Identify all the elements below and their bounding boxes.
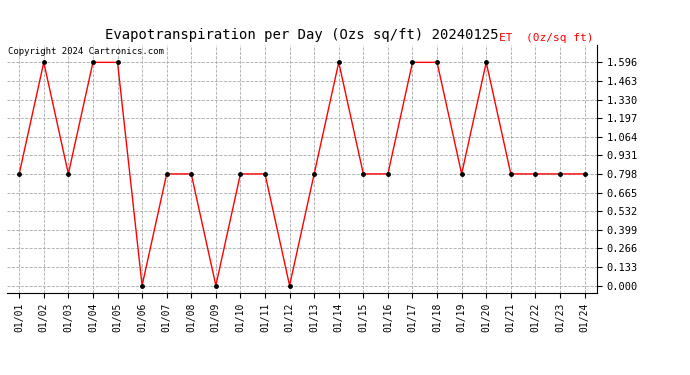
Text: ET  (0z/sq ft): ET (0z/sq ft)	[500, 33, 594, 42]
Text: Copyright 2024 Cartronics.com: Copyright 2024 Cartronics.com	[8, 48, 164, 57]
Title: Evapotranspiration per Day (Ozs sq/ft) 20240125: Evapotranspiration per Day (Ozs sq/ft) 2…	[105, 28, 499, 42]
